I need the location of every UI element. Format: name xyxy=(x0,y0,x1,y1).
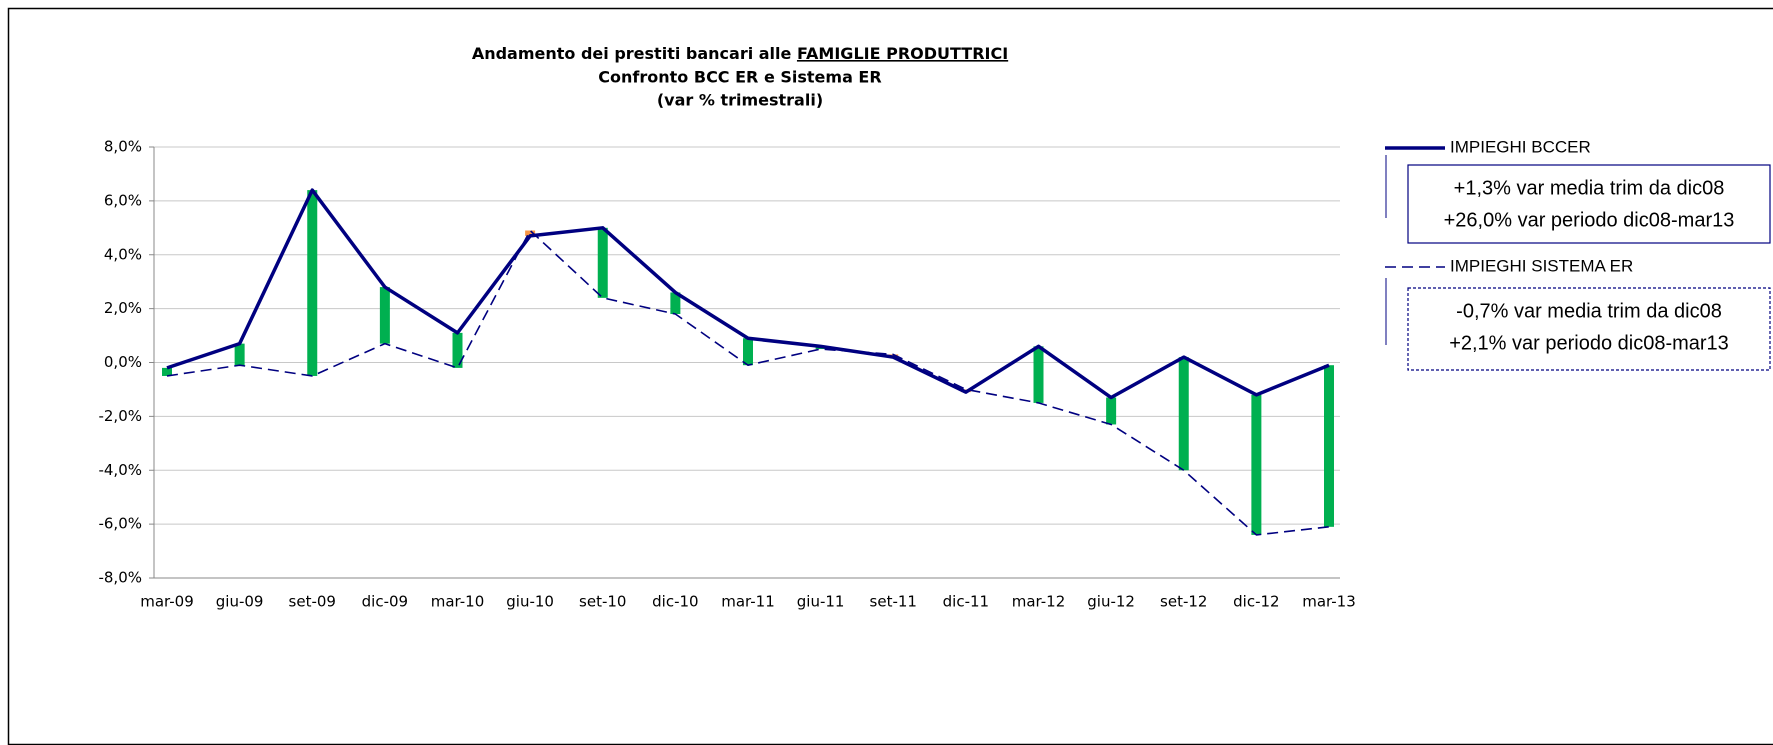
up-down-bar xyxy=(1251,394,1262,535)
y-tick-label: -6,0% xyxy=(98,515,142,533)
y-tick-label: -4,0% xyxy=(98,461,142,479)
x-tick-label: mar-12 xyxy=(1012,593,1066,611)
x-tick-label: mar-13 xyxy=(1302,593,1356,611)
up-down-bar xyxy=(162,367,172,376)
x-tick-label: giu-09 xyxy=(216,593,264,611)
note-text: +1,3% var media trim da dic08 xyxy=(1454,177,1725,199)
y-tick-label: 0,0% xyxy=(104,353,142,371)
x-tick-label: giu-10 xyxy=(506,593,554,611)
chart-title: Andamento dei prestiti bancari alle FAMI… xyxy=(472,44,1008,63)
up-down-bar xyxy=(1178,357,1189,471)
note-box xyxy=(1407,287,1771,371)
x-tick-label: mar-09 xyxy=(140,593,194,611)
title-main: Andamento dei prestiti bancari alle xyxy=(472,44,792,63)
x-tick-label: set-10 xyxy=(579,593,626,611)
y-tick-label: 6,0% xyxy=(104,191,142,209)
x-tick-label: dic-09 xyxy=(362,593,408,611)
series-line xyxy=(166,188,1330,400)
title-emphasis: FAMIGLIE PRODUTTRICI xyxy=(797,44,1008,63)
up-down-bar xyxy=(670,292,681,315)
y-tick-label: 8,0% xyxy=(104,138,142,156)
x-tick-label: giu-12 xyxy=(1087,593,1135,611)
up-down-bar xyxy=(525,230,536,236)
x-tick-label: set-09 xyxy=(289,593,336,611)
subtitle: (var % trimestrali) xyxy=(657,91,823,110)
x-tick-label: mar-11 xyxy=(721,593,775,611)
up-down-bar xyxy=(1324,365,1334,527)
up-down-bar xyxy=(1033,346,1044,403)
up-down-bar xyxy=(379,287,390,344)
note-box xyxy=(1407,164,1771,244)
x-tick-label: dic-11 xyxy=(943,593,989,611)
up-down-bar xyxy=(743,338,753,366)
note-text: +26,0% var periodo dic08-mar13 xyxy=(1444,209,1735,231)
up-down-bar xyxy=(234,343,245,366)
subtitle: Confronto BCC ER e Sistema ER xyxy=(598,68,881,87)
x-tick-label: mar-10 xyxy=(431,593,485,611)
x-tick-label: giu-11 xyxy=(797,593,845,611)
y-tick-label: -8,0% xyxy=(98,569,142,587)
up-down-bar xyxy=(597,227,608,298)
y-tick-label: 4,0% xyxy=(104,245,142,263)
series-line xyxy=(166,229,1330,536)
up-down-bar xyxy=(307,190,318,376)
x-tick-label: set-12 xyxy=(1160,593,1207,611)
legend-label: IMPIEGHI BCCER xyxy=(1450,137,1591,156)
up-down-bar xyxy=(452,332,463,368)
x-tick-label: dic-12 xyxy=(1233,593,1279,611)
y-tick-label: 2,0% xyxy=(104,299,142,317)
note-text: +2,1% var periodo dic08-mar13 xyxy=(1449,332,1729,354)
x-tick-label: set-11 xyxy=(870,593,917,611)
legend-label: IMPIEGHI SISTEMA ER xyxy=(1450,256,1633,275)
up-down-bar xyxy=(1106,397,1117,425)
frame xyxy=(7,7,1773,745)
note-text: -0,7% var media trim da dic08 xyxy=(1456,300,1722,322)
x-tick-label: dic-10 xyxy=(652,593,698,611)
y-tick-label: -2,0% xyxy=(98,407,142,425)
